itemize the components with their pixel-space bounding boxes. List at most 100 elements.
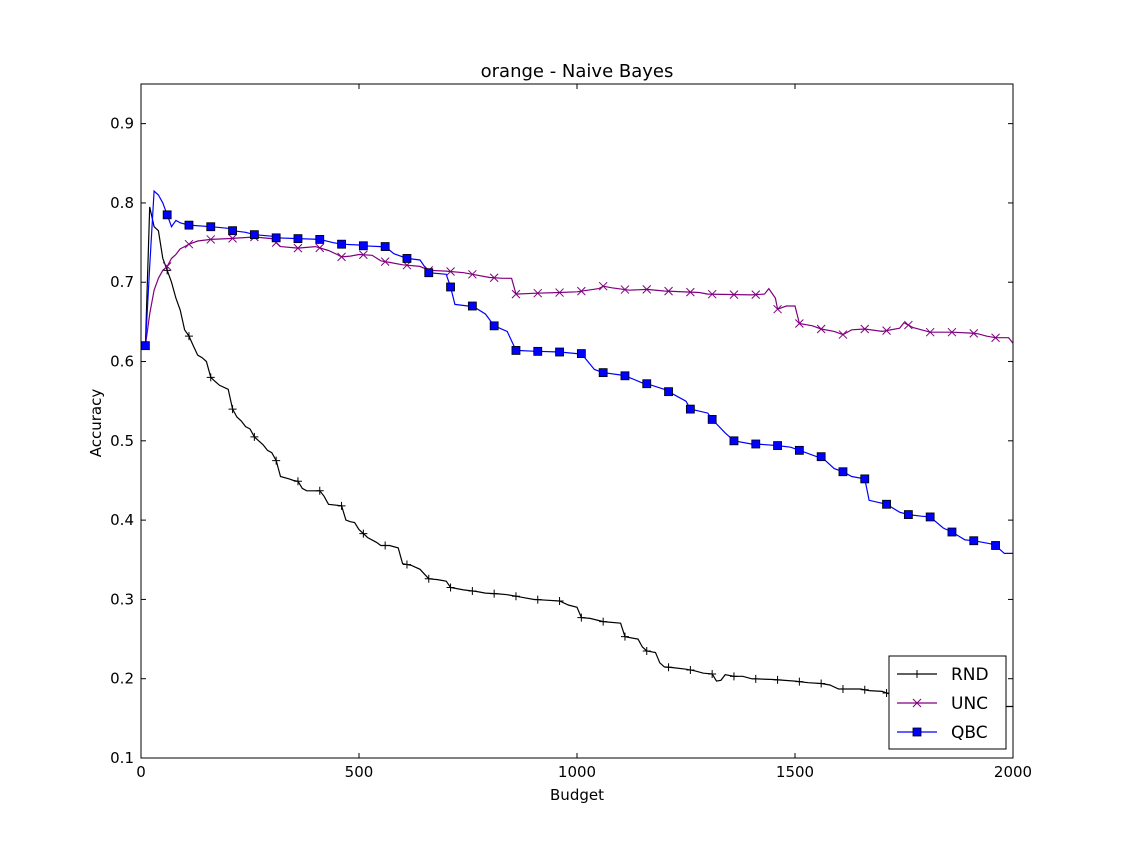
data-point-rnd: [729, 672, 738, 681]
data-point-unc: [838, 330, 848, 339]
x-axis-label: Budget: [550, 786, 604, 804]
data-point-unc: [729, 290, 739, 299]
data-point-unc: [620, 285, 630, 294]
data-point-rnd: [184, 332, 193, 341]
data-point-unc: [795, 319, 804, 328]
data-point-qbc: [293, 234, 303, 244]
data-point-qbc: [751, 439, 761, 449]
y-tick-label: 0.4: [110, 511, 134, 529]
data-point-rnd: [620, 632, 629, 641]
data-point-unc: [598, 281, 608, 291]
legend: RND UNC QBC: [888, 655, 1007, 750]
data-point-unc: [293, 243, 303, 253]
ticks-layer: 0 500 1000 1500 2000 0.1 0.2 0.3 0.4 0.5 0.6 0.7 0.8…: [110, 84, 1032, 781]
data-point-qbc: [816, 452, 826, 462]
data-point-qbc: [555, 347, 564, 357]
marker-layer: [140, 210, 1000, 710]
x-tick-label: 0: [136, 763, 146, 781]
data-point-unc: [555, 288, 564, 297]
data-point-qbc: [315, 235, 325, 244]
data-point-rnd: [163, 266, 172, 275]
data-point-unc: [773, 304, 782, 314]
data-point-qbc: [162, 210, 172, 220]
data-point-rnd: [337, 501, 346, 510]
data-point-unc: [664, 286, 673, 296]
data-point-unc: [925, 327, 935, 337]
data-point-unc: [969, 329, 979, 338]
data-point-qbc: [467, 301, 477, 311]
data-point-unc: [816, 324, 826, 334]
data-point-rnd: [250, 432, 259, 441]
legend-label-unc: UNC: [951, 694, 988, 714]
y-tick-label: 0.6: [110, 353, 134, 371]
data-point-rnd: [577, 613, 586, 622]
y-axis-label: Accuracy: [87, 389, 105, 458]
data-point-qbc: [402, 254, 412, 263]
x-tick-label: 1000: [558, 763, 596, 781]
data-point-qbc: [707, 415, 717, 424]
data-point-qbc: [773, 441, 782, 450]
data-point-qbc: [925, 512, 935, 522]
data-point-rnd: [468, 586, 477, 595]
y-tick-label: 0.1: [110, 749, 134, 767]
data-point-rnd: [555, 596, 564, 605]
data-point-unc: [533, 288, 543, 298]
data-point-qbc: [140, 341, 150, 351]
legend-marker-unc: [912, 698, 922, 708]
data-point-qbc: [860, 474, 870, 484]
data-point-unc: [904, 320, 913, 330]
data-point-qbc: [271, 233, 281, 243]
x-tick-label: 2000: [994, 763, 1032, 781]
data-point-rnd: [424, 574, 433, 583]
data-point-unc: [184, 239, 194, 249]
data-point-unc: [577, 286, 586, 296]
data-point-rnd: [817, 679, 826, 688]
chart-title: orange - Naive Bayes: [481, 61, 674, 82]
data-point-unc: [642, 285, 652, 294]
data-point-rnd: [490, 589, 499, 598]
data-point-rnd: [686, 665, 695, 674]
y-tick-label: 0.2: [110, 670, 134, 688]
data-point-rnd: [751, 674, 760, 683]
legend-label-rnd: RND: [951, 665, 989, 685]
data-point-rnd: [272, 456, 281, 465]
data-point-qbc: [598, 368, 608, 378]
series-line-unc: [144, 236, 1013, 346]
data-point-rnd: [795, 677, 804, 686]
legend-marker-qbc: [912, 727, 922, 737]
data-point-rnd: [642, 646, 651, 655]
legend-label-qbc: QBC: [951, 723, 988, 743]
data-point-unc: [337, 252, 346, 262]
data-point-rnd: [511, 592, 520, 601]
data-point-rnd: [773, 675, 782, 684]
data-point-rnd: [664, 663, 673, 672]
data-point-unc: [380, 257, 390, 266]
data-point-qbc: [228, 226, 237, 236]
data-point-rnd: [293, 477, 302, 486]
data-point-unc: [991, 333, 1000, 343]
data-point-qbc: [184, 220, 194, 230]
x-tick-label: 1500: [776, 763, 814, 781]
y-tick-label: 0.5: [110, 432, 134, 450]
data-point-unc: [162, 262, 172, 271]
data-point-unc: [882, 326, 891, 335]
data-point-qbc: [424, 268, 434, 278]
data-point-rnd: [838, 685, 847, 694]
data-point-rnd: [446, 583, 455, 592]
data-point-qbc: [337, 239, 346, 249]
data-point-qbc: [576, 349, 586, 359]
data-point-qbc: [620, 371, 630, 381]
data-point-qbc: [511, 346, 521, 355]
data-point-qbc: [947, 527, 957, 537]
data-point-qbc: [903, 510, 913, 519]
data-point-qbc: [533, 346, 543, 356]
data-point-rnd: [860, 685, 869, 694]
plot-frame: [140, 83, 1014, 759]
data-point-qbc: [882, 499, 891, 509]
data-point-qbc: [838, 467, 848, 477]
data-point-unc: [315, 243, 325, 253]
data-point-unc: [686, 287, 695, 297]
x-tick-label: 500: [345, 763, 374, 781]
legend-marker-rnd: [913, 670, 921, 678]
data-point-qbc: [794, 445, 804, 455]
